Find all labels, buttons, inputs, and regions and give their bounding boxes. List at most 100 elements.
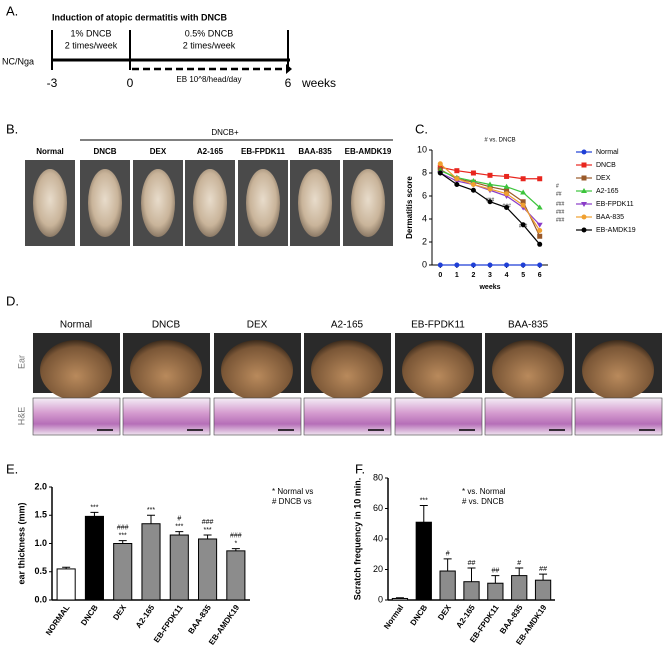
annotation: ###: [556, 217, 565, 223]
photo-label: DNCB: [93, 147, 116, 156]
data-point: [504, 187, 510, 193]
data-point: [537, 176, 543, 182]
x-tick-label: 3: [488, 272, 492, 279]
data-point: [536, 204, 543, 210]
data-point: [487, 199, 493, 205]
bar: [487, 582, 504, 601]
panel-label: F.: [355, 461, 365, 476]
photo-label: EB-FPDK11: [411, 320, 465, 331]
y-tick-label: 4: [422, 213, 427, 223]
y-tick-label: 10: [417, 144, 427, 154]
strain: NC/Nga: [2, 56, 34, 66]
y-tick-label: 6: [422, 190, 427, 200]
significance-label: ***: [175, 523, 183, 530]
legend-label: BAA-835: [596, 214, 624, 221]
photo-subject: [88, 169, 122, 237]
x-tick-label: A2-165: [134, 603, 157, 630]
bar: [141, 523, 161, 601]
ear-subject: [221, 340, 293, 400]
significance-label: #: [446, 551, 450, 558]
error-bar: [395, 597, 404, 599]
y-tick-label: 2.0: [34, 481, 47, 491]
photo-label: A2-165: [331, 320, 364, 331]
legend-note: # vs. DNCB: [462, 497, 504, 506]
panel-label: A.: [6, 3, 18, 18]
y-axis-label: Dermatitis score: [405, 176, 414, 239]
error-bar: [467, 567, 476, 582]
data-point: [454, 182, 460, 187]
ear-subject: [582, 340, 654, 400]
data-point: [470, 170, 476, 176]
bar: [56, 568, 76, 601]
data-point: [454, 262, 460, 268]
legend-label: EB-AMDK19: [596, 227, 636, 234]
data-point: [487, 181, 493, 187]
y-tick-label: 0.5: [34, 566, 47, 576]
ear-subject: [130, 340, 202, 400]
legend-marker: [581, 214, 587, 220]
he-photo: [32, 397, 121, 436]
he-photo: [484, 397, 573, 436]
annotation: ###: [486, 197, 495, 203]
annotation: ###: [519, 223, 528, 229]
bar: [226, 550, 246, 601]
legend-label: Normal: [596, 149, 619, 156]
legend-note: # DNCB vs: [272, 497, 312, 506]
y-tick-label: 0: [378, 594, 383, 604]
legend-label: A2-165: [596, 188, 619, 195]
significance-label: ###: [117, 525, 129, 532]
legend-marker: [581, 149, 587, 155]
data-point: [437, 161, 443, 167]
data-point: [437, 170, 443, 176]
group-label: DNCB+: [211, 128, 239, 137]
significance-label: ##: [491, 567, 499, 574]
panel-label: E.: [6, 461, 18, 476]
x-tick-label: 4: [505, 272, 509, 279]
panel-label: D.: [6, 293, 19, 308]
x-tick-label: DEX: [436, 603, 453, 622]
error-bar: [515, 567, 524, 576]
x-tick-label: 6: [538, 272, 542, 279]
photo-label: Normal: [60, 320, 92, 331]
ear-subject: [402, 340, 474, 400]
annotation: ###: [556, 209, 565, 215]
significance-label: #: [517, 560, 521, 567]
photo-label: DEX: [150, 147, 167, 156]
error-bar: [90, 511, 99, 517]
timeline-tick-label: 0: [127, 76, 134, 90]
legend-label: DNCB: [596, 162, 616, 169]
photo-subject: [33, 169, 67, 237]
bar: [198, 538, 218, 601]
phase2-label: 0.5% DNCB: [185, 28, 234, 38]
y-tick-label: 80: [373, 472, 383, 482]
data-point: [520, 199, 526, 205]
photo-label: BAA-835: [298, 147, 332, 156]
error-bar: [203, 534, 212, 539]
data-point: [470, 187, 476, 193]
data-point: [520, 262, 526, 268]
significance-label: ***: [203, 527, 211, 534]
significance-label: ***: [420, 497, 428, 504]
annotation: ###: [556, 201, 565, 207]
data-point: [520, 176, 526, 182]
error-bar: [419, 504, 428, 523]
data-point: [520, 222, 526, 228]
annotation: ##: [556, 191, 562, 197]
annotation: #: [556, 183, 559, 189]
row-label: Ear: [16, 355, 26, 369]
y-axis-label: Scratch frequency in 10 min.: [352, 478, 362, 601]
row-label: H&E: [16, 407, 26, 426]
bar: [415, 521, 432, 601]
y-tick-label: 1.0: [34, 538, 47, 548]
error-bar: [118, 540, 127, 544]
error-bar: [443, 558, 452, 572]
y-tick-label: 0: [422, 259, 427, 269]
data-point: [454, 176, 460, 182]
photo-subject: [298, 169, 332, 237]
y-tick-label: 0.0: [34, 594, 47, 604]
phase1-label: 2 times/week: [65, 40, 118, 50]
ear-subject: [40, 340, 112, 400]
x-tick-label: 1: [455, 272, 459, 279]
x-tick-label: NORMAL: [44, 603, 72, 637]
